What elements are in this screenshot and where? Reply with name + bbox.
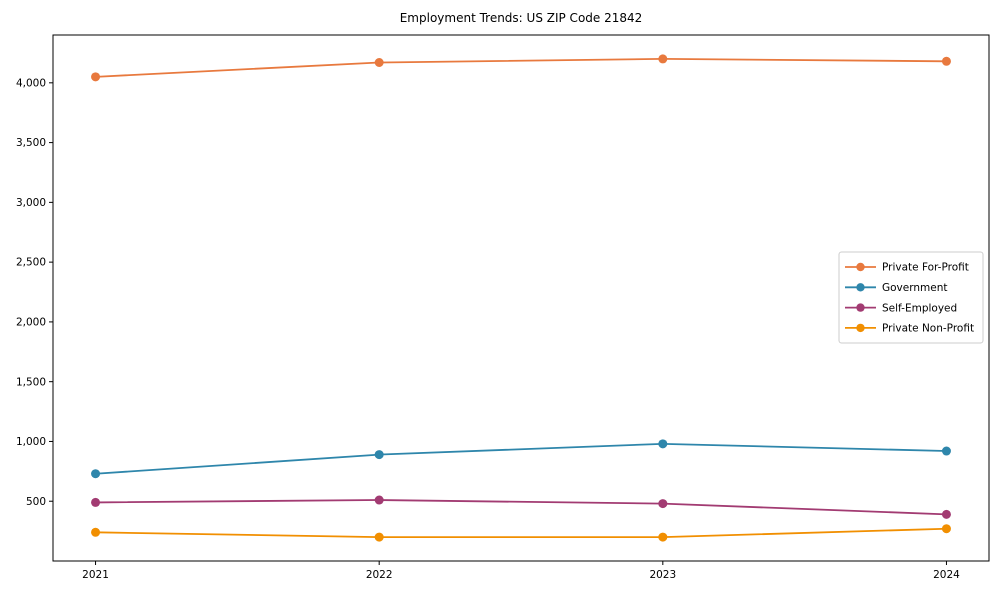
legend-item-government: Government: [845, 282, 947, 294]
data-point-marker: [374, 450, 384, 460]
legend-marker: [856, 323, 865, 333]
series-line-private-for-profit: [94, 58, 948, 78]
legend-item-private-non-profit: Private Non-Profit: [845, 323, 974, 335]
series-private-for-profit: [91, 54, 951, 82]
data-point-marker: [91, 527, 101, 537]
series-group: [91, 54, 951, 542]
y-tick-label: 4,000: [16, 77, 46, 89]
y-tick-label: 3,000: [16, 197, 46, 209]
axes: 500 1,000 1,500 2,000 2,500 3,000 3,500 4,000 20…: [16, 34, 990, 581]
data-point-marker: [941, 446, 951, 456]
data-point-marker: [91, 72, 101, 82]
y-tick-label: 500: [26, 496, 46, 508]
y-tick-label: 1,500: [16, 376, 46, 388]
series-line-government: [94, 442, 948, 475]
series-private-non-profit: [91, 524, 951, 542]
legend-label: Self-Employed: [882, 302, 957, 314]
chart-title: Employment Trends: US ZIP Code 21842: [400, 11, 643, 25]
y-tick-label: 2,000: [16, 317, 46, 329]
data-point-marker: [374, 532, 384, 542]
y-tick-label: 2,500: [16, 257, 46, 269]
legend-box: [838, 251, 984, 344]
data-point-marker: [941, 56, 951, 66]
legend-label: Private Non-Profit: [882, 323, 974, 335]
legend-item-private-for-profit: Private For-Profit: [845, 262, 969, 274]
series-government: [91, 439, 951, 479]
legend-marker: [856, 283, 865, 292]
data-point-marker: [374, 57, 384, 67]
data-point-marker: [374, 495, 384, 505]
data-point-marker: [658, 499, 668, 509]
plot-area-border: [52, 34, 990, 562]
data-point-marker: [658, 532, 668, 542]
data-point-marker: [941, 509, 951, 519]
series-line-private-non-profit: [94, 527, 948, 538]
y-tick-label: 1,000: [16, 436, 46, 448]
data-point-marker: [941, 524, 951, 534]
legend-label: Private For-Profit: [882, 262, 969, 274]
series-self-employed: [91, 495, 951, 519]
x-tick-label: 2023: [649, 569, 676, 581]
data-point-marker: [658, 439, 668, 449]
data-point-marker: [91, 469, 101, 479]
legend-marker: [856, 262, 865, 272]
x-tick-label: 2021: [82, 569, 109, 581]
x-tick-label: 2022: [366, 569, 393, 581]
x-tick-label: 2024: [933, 569, 960, 581]
legend: Private For-Profit Government Self-Employe…: [838, 251, 984, 344]
series-line-self-employed: [94, 499, 948, 516]
data-point-marker: [91, 497, 101, 507]
legend-label: Government: [882, 282, 947, 294]
data-point-marker: [658, 54, 668, 64]
legend-marker: [856, 303, 865, 312]
y-tick-label: 3,500: [16, 137, 46, 149]
legend-item-self-employed: Self-Employed: [845, 302, 957, 314]
